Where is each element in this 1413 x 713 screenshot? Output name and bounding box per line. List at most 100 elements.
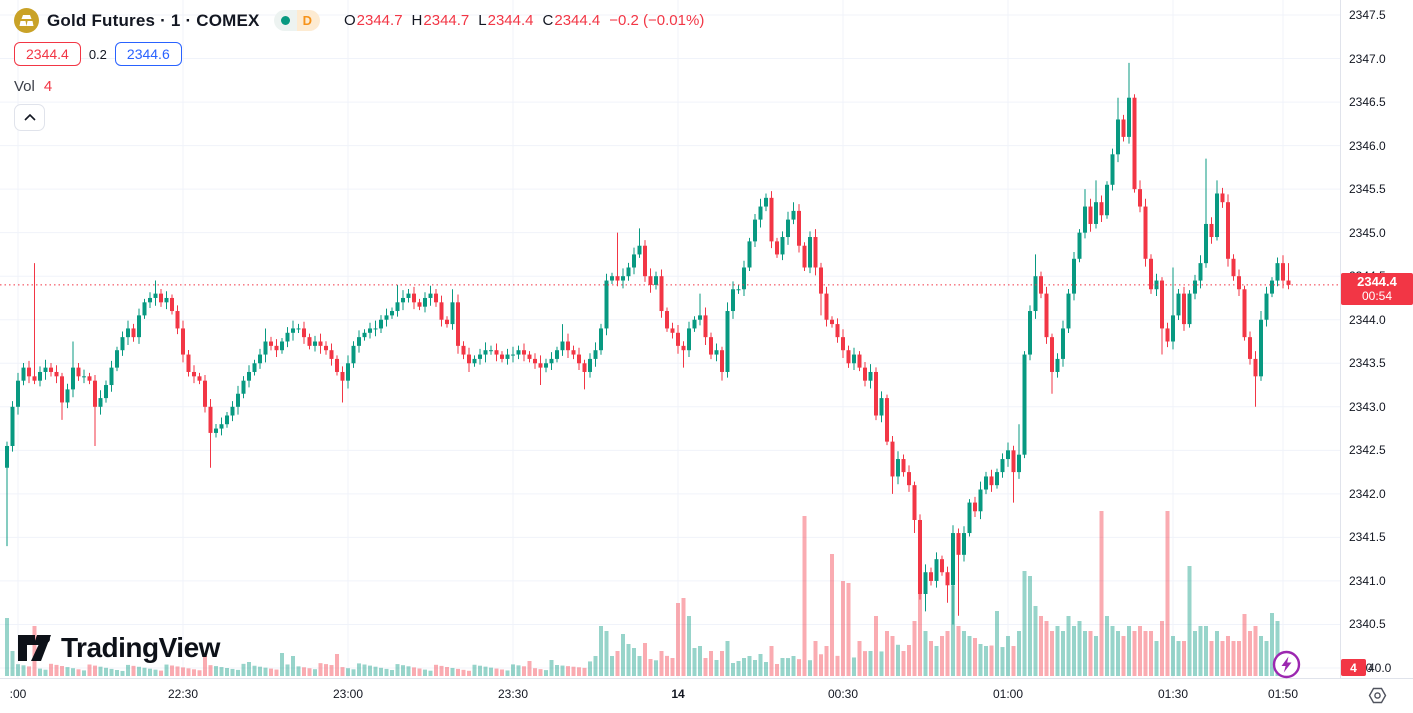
volume-bar bbox=[742, 658, 746, 676]
instant-order-lightning-icon[interactable] bbox=[1271, 649, 1302, 685]
candle-body bbox=[846, 350, 851, 364]
candle-body bbox=[973, 502, 977, 512]
volume-bar bbox=[758, 654, 763, 676]
price-axis[interactable]: 2347.5 2347.0 2346.5 2346.0 2345.5 2345.0 2344… bbox=[1340, 0, 1413, 678]
candle-body bbox=[626, 267, 631, 277]
candle-body bbox=[769, 197, 774, 242]
candle-body bbox=[511, 354, 515, 356]
volume-bar bbox=[203, 656, 207, 676]
volume-bar bbox=[1050, 631, 1054, 676]
candle-body bbox=[142, 302, 147, 316]
volume-bar bbox=[1226, 636, 1230, 676]
candle-body bbox=[731, 289, 735, 312]
volume-bar bbox=[340, 667, 345, 676]
candle-body bbox=[637, 245, 642, 255]
tradingview-logo[interactable]: TradingView bbox=[16, 631, 220, 665]
volume-bar bbox=[868, 651, 873, 676]
volume-bar bbox=[1044, 621, 1049, 676]
candle-body bbox=[868, 371, 873, 381]
candle-body bbox=[566, 341, 570, 351]
volume-bar bbox=[1231, 641, 1236, 676]
time-axis[interactable]: :00 22:30 23:00 23:30 14 00:30 01:00 01:30 01:50 bbox=[0, 678, 1413, 713]
time-tick-label: 00:30 bbox=[827, 687, 859, 701]
volume-bar bbox=[577, 667, 581, 676]
volume-bar bbox=[714, 660, 719, 676]
candle-body bbox=[1204, 223, 1208, 264]
volume-bar bbox=[692, 648, 697, 676]
volume-bar bbox=[478, 665, 482, 676]
candle-body bbox=[951, 533, 955, 586]
volume-bar bbox=[956, 626, 961, 676]
candle-body bbox=[1176, 293, 1181, 316]
volume-value-badge: 4 bbox=[1341, 659, 1366, 676]
volume-bar bbox=[1248, 631, 1252, 676]
symbol-title[interactable]: Gold Futures · 1 · COMEX bbox=[47, 10, 260, 30]
volume-bar bbox=[802, 516, 807, 676]
candle-body bbox=[131, 328, 136, 338]
candle-body bbox=[1132, 97, 1137, 190]
volume-bar bbox=[560, 665, 565, 676]
volume-bar bbox=[654, 660, 658, 676]
candle-body bbox=[230, 406, 235, 416]
candle-body bbox=[610, 276, 614, 281]
volume-bar bbox=[43, 669, 48, 676]
time-tick-label: 01:30 bbox=[1157, 687, 1189, 701]
volume-bar bbox=[989, 645, 994, 676]
legend-collapse-button[interactable] bbox=[14, 104, 45, 131]
candle-body bbox=[346, 363, 350, 381]
volume-bar bbox=[918, 581, 922, 676]
volume-bar bbox=[615, 651, 620, 676]
volume-bar bbox=[736, 661, 741, 676]
candle-body bbox=[1033, 276, 1038, 312]
volume-label: Vol bbox=[14, 78, 35, 95]
candle-body bbox=[1215, 193, 1219, 238]
candle-body bbox=[1094, 202, 1098, 224]
volume-bar bbox=[874, 616, 878, 676]
candle-body bbox=[164, 297, 169, 303]
volume-bar bbox=[445, 667, 449, 676]
candle-body bbox=[1006, 450, 1010, 460]
volume-bar bbox=[879, 651, 884, 676]
volume-bar bbox=[1259, 636, 1263, 676]
candle-body bbox=[527, 354, 532, 359]
volume-bar bbox=[65, 667, 70, 676]
volume-bar bbox=[10, 651, 15, 676]
volume-bar bbox=[676, 603, 680, 676]
volume-current-value: 4 bbox=[43, 78, 53, 95]
realtime-dot-icon bbox=[280, 16, 290, 25]
volume-bar bbox=[1176, 641, 1181, 676]
volume-bar bbox=[824, 646, 829, 676]
tradingview-mark-icon bbox=[18, 635, 51, 661]
volume-bar bbox=[142, 667, 147, 676]
candle-body bbox=[1253, 358, 1258, 377]
price-scale-settings-icon[interactable] bbox=[1368, 687, 1387, 709]
candle-body bbox=[247, 371, 251, 381]
buy-ask-button[interactable]: 2344.6 bbox=[114, 42, 182, 66]
volume-bar bbox=[720, 651, 724, 676]
volume-bar bbox=[1154, 641, 1159, 676]
volume-bar bbox=[423, 669, 427, 676]
candle-body bbox=[461, 345, 466, 355]
candle-body bbox=[885, 398, 889, 442]
candle-body bbox=[962, 533, 966, 555]
candle-body bbox=[1165, 328, 1170, 342]
candle-body bbox=[918, 519, 922, 594]
candle-body bbox=[126, 328, 130, 338]
candle-body bbox=[643, 245, 647, 277]
volume-bar bbox=[841, 581, 845, 676]
sell-bid-button[interactable]: 2344.4 bbox=[14, 42, 81, 66]
volume-bar bbox=[984, 646, 988, 676]
candle-body bbox=[604, 280, 609, 329]
volume-bar bbox=[709, 651, 713, 676]
volume-bar bbox=[467, 670, 471, 676]
volume-bar bbox=[1237, 641, 1241, 676]
candle-body bbox=[32, 376, 37, 381]
volume-bar bbox=[945, 631, 950, 676]
volume-bar bbox=[280, 653, 284, 676]
candle-body bbox=[984, 476, 988, 490]
volume-bar bbox=[929, 641, 933, 676]
volume-bar bbox=[940, 636, 944, 676]
candle-body bbox=[560, 341, 565, 351]
market-status-pill[interactable]: D bbox=[273, 10, 320, 31]
